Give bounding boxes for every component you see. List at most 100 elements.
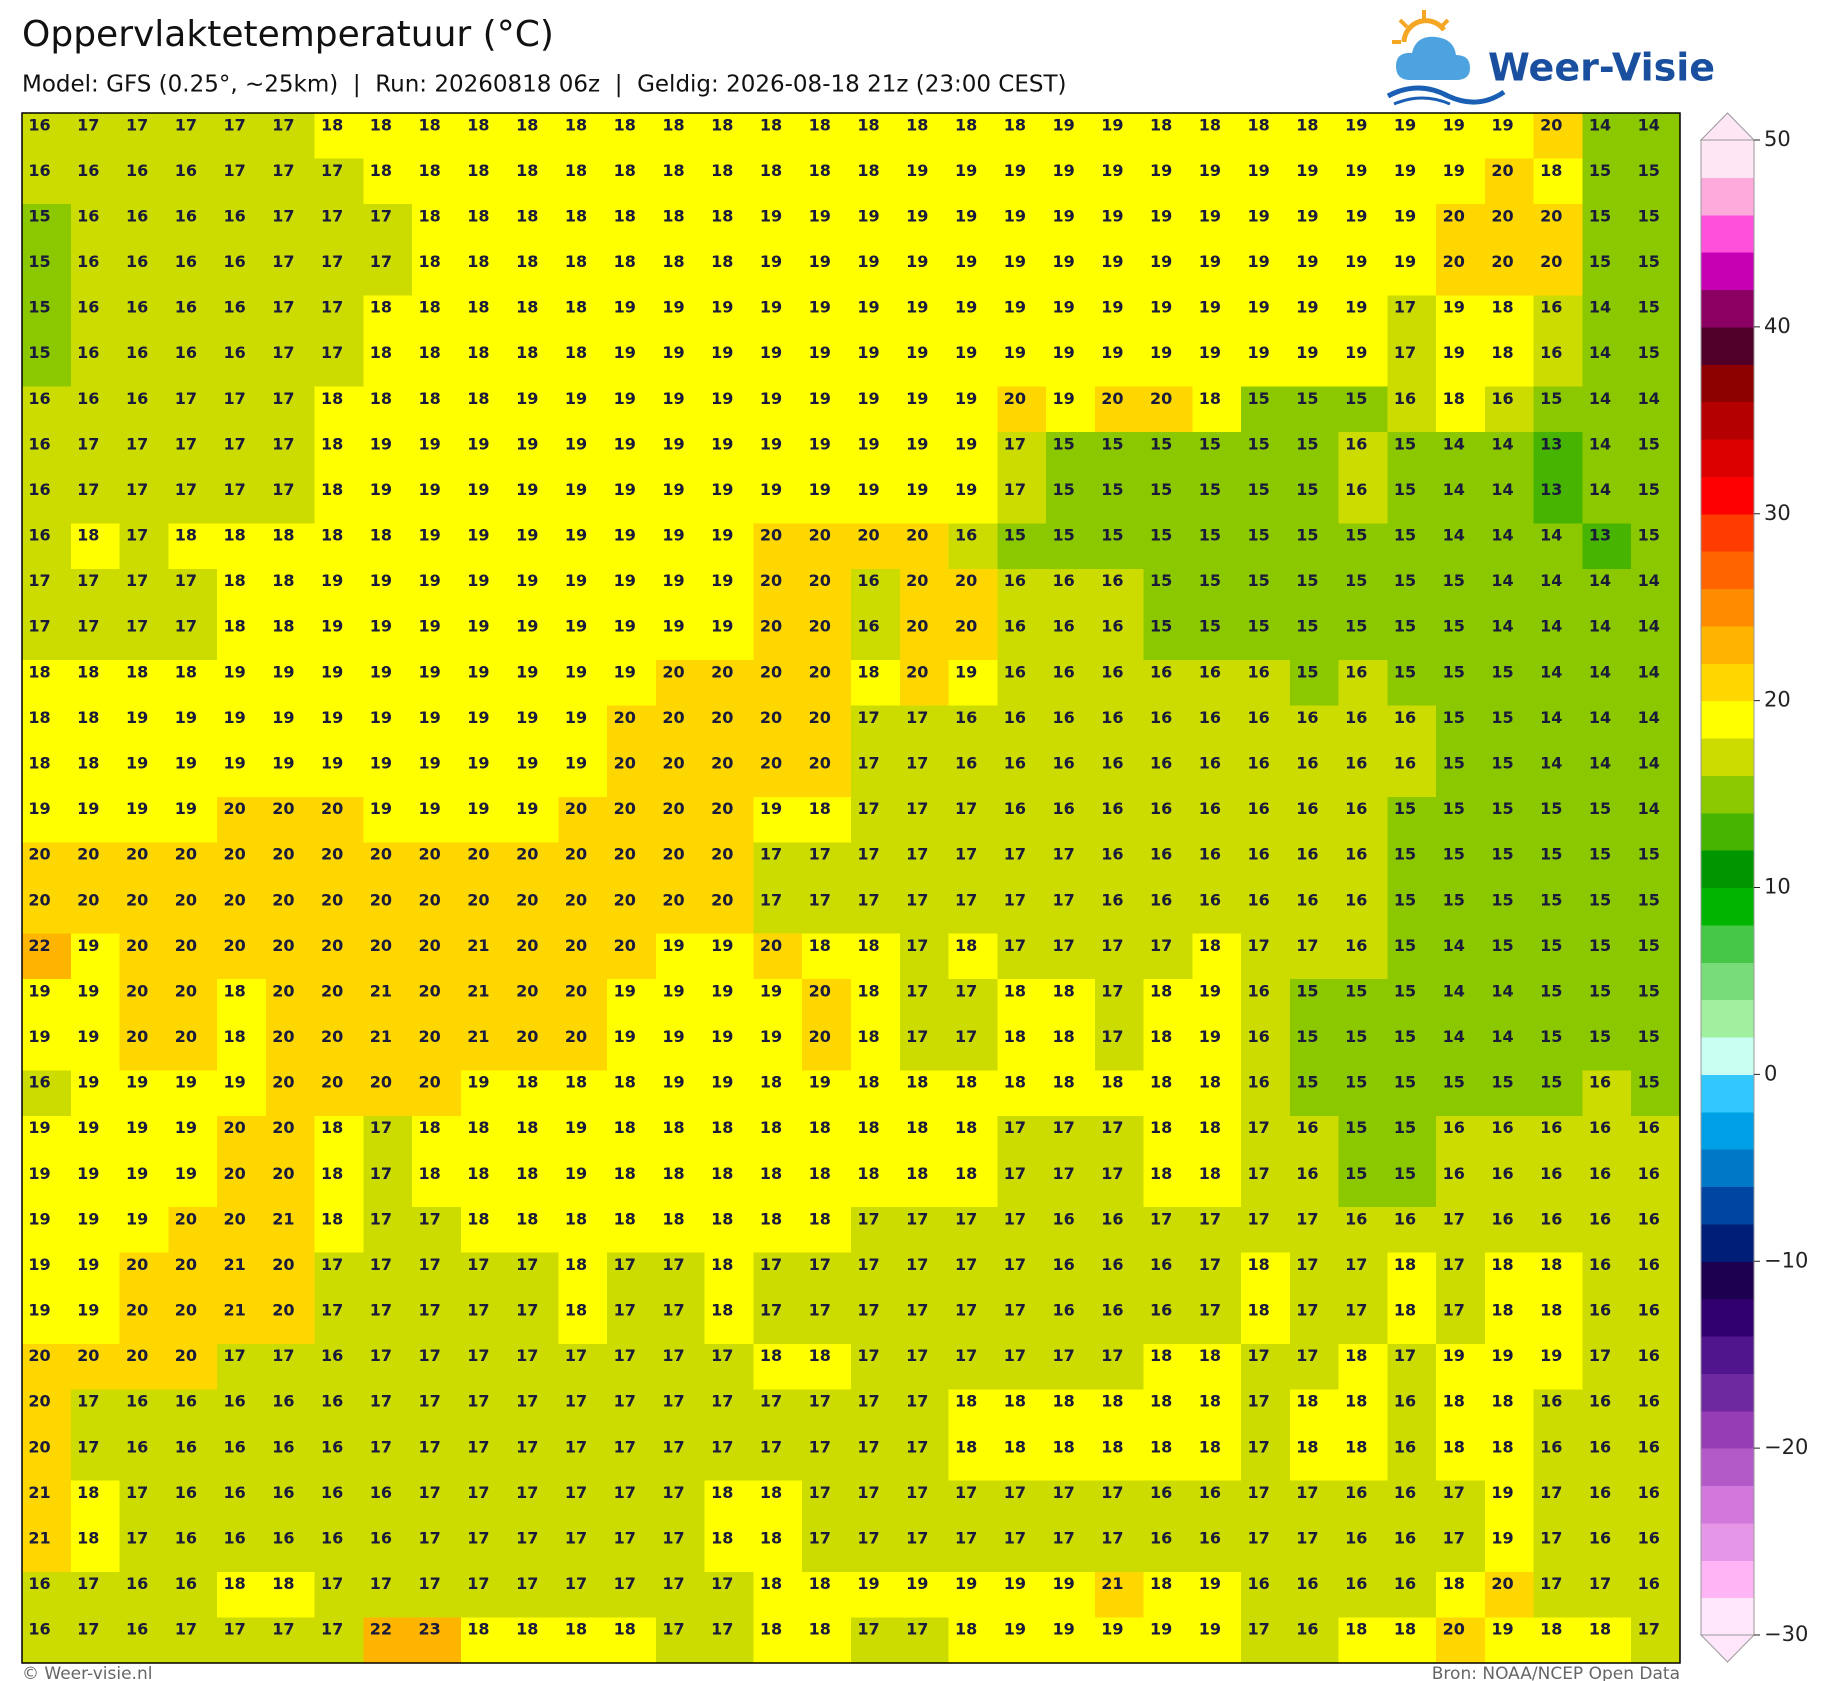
temperature-cell xyxy=(1387,523,1437,570)
temperature-label: 16 xyxy=(1540,1164,1562,1183)
temperature-label: 15 xyxy=(1052,480,1074,499)
temperature-label: 14 xyxy=(1443,526,1465,545)
temperature-cell xyxy=(1094,933,1145,980)
temperature-label: 16 xyxy=(28,1620,50,1639)
temperature-label: 15 xyxy=(1101,526,1123,545)
temperature-label: 20 xyxy=(272,1073,294,1092)
temperature-cell xyxy=(655,568,706,616)
temperature-label: 17 xyxy=(223,161,245,180)
temperature-label: 19 xyxy=(321,617,343,636)
temperature-cell xyxy=(948,432,998,479)
temperature-cell xyxy=(607,113,657,160)
temperature-label: 16 xyxy=(1638,1437,1660,1456)
temperature-label: 19 xyxy=(857,252,879,271)
colorbar-tick-label: 50 xyxy=(1764,127,1791,151)
colorbar-band xyxy=(1701,439,1754,477)
temperature-cell xyxy=(363,888,413,935)
temperature-label: 15 xyxy=(1589,1027,1611,1046)
temperature-label: 19 xyxy=(614,571,636,590)
temperature-label: 18 xyxy=(809,1574,831,1593)
temperature-label: 15 xyxy=(1491,890,1513,909)
temperature-cell xyxy=(1289,158,1340,205)
temperature-label: 18 xyxy=(1345,1620,1367,1639)
temperature-cell xyxy=(412,796,462,844)
temperature-cell xyxy=(1631,796,1681,844)
colorbar-band xyxy=(1701,850,1754,888)
temperature-label: 18 xyxy=(1589,1620,1611,1639)
temperature-label: 15 xyxy=(28,298,50,317)
temperature-label: 17 xyxy=(906,1392,928,1411)
temperature-cell xyxy=(22,660,72,707)
temperature-label: 18 xyxy=(565,161,587,180)
temperature-cell xyxy=(899,158,950,205)
temperature-label: 17 xyxy=(711,1392,733,1411)
temperature-cell xyxy=(1094,386,1145,433)
temperature-label: 21 xyxy=(467,936,489,955)
temperature-label: 17 xyxy=(126,434,148,453)
temperature-label: 14 xyxy=(1540,662,1562,681)
temperature-cell xyxy=(168,158,218,205)
temperature-label: 16 xyxy=(1199,662,1221,681)
temperature-cell xyxy=(1241,249,1291,296)
temperature-label: 19 xyxy=(1101,161,1123,180)
temperature-label: 16 xyxy=(1589,1164,1611,1183)
temperature-cell xyxy=(22,614,72,661)
temperature-label: 17 xyxy=(1150,936,1172,955)
temperature-cell xyxy=(217,523,267,570)
temperature-label: 19 xyxy=(77,1118,99,1137)
temperature-label: 18 xyxy=(857,662,879,681)
temperature-label: 16 xyxy=(1004,754,1026,773)
temperature-cell xyxy=(558,614,608,661)
temperature-label: 19 xyxy=(760,343,782,362)
temperature-cell xyxy=(314,158,364,205)
temperature-label: 20 xyxy=(516,981,538,1000)
temperature-label: 17 xyxy=(1004,845,1026,864)
temperature-label: 15 xyxy=(1345,981,1367,1000)
temperature-cell xyxy=(997,477,1047,524)
temperature-label: 14 xyxy=(1540,708,1562,727)
temperature-label: 19 xyxy=(1443,1346,1465,1365)
temperature-label: 19 xyxy=(1052,115,1074,134)
temperature-label: 16 xyxy=(1199,1483,1221,1502)
temperature-label: 19 xyxy=(955,252,977,271)
temperature-label: 18 xyxy=(467,298,489,317)
temperature-label: 17 xyxy=(370,1255,392,1274)
temperature-label: 18 xyxy=(321,526,343,545)
temperature-label: 17 xyxy=(955,1483,977,1502)
temperature-label: 16 xyxy=(1150,799,1172,818)
temperature-label: 18 xyxy=(516,252,538,271)
temperature-label: 17 xyxy=(1443,1209,1465,1228)
temperature-label: 15 xyxy=(1248,480,1270,499)
temperature-cell xyxy=(460,933,511,980)
temperature-label: 17 xyxy=(906,799,928,818)
temperature-cell xyxy=(217,796,267,844)
temperature-label: 15 xyxy=(1589,252,1611,271)
temperature-cell xyxy=(119,568,169,616)
temperature-label: 16 xyxy=(272,1529,294,1548)
temperature-label: 18 xyxy=(126,662,148,681)
temperature-cell xyxy=(899,751,950,798)
temperature-cell xyxy=(948,751,998,798)
temperature-label: 19 xyxy=(711,343,733,362)
temperature-label: 17 xyxy=(126,571,148,590)
temperature-label: 15 xyxy=(1638,981,1660,1000)
temperature-label: 20 xyxy=(1443,206,1465,225)
temperature-label: 15 xyxy=(1540,1073,1562,1092)
temperature-cell xyxy=(558,249,608,296)
temperature-label: 19 xyxy=(419,708,441,727)
temperature-label: 18 xyxy=(467,206,489,225)
temperature-cell xyxy=(509,523,560,570)
temperature-label: 20 xyxy=(614,936,636,955)
temperature-cell xyxy=(1387,113,1437,160)
temperature-label: 17 xyxy=(565,1437,587,1456)
temperature-label: 19 xyxy=(1296,298,1318,317)
temperature-cell xyxy=(1192,796,1242,844)
temperature-label: 17 xyxy=(175,480,197,499)
temperature-label: 20 xyxy=(662,662,684,681)
temperature-cell xyxy=(753,432,803,479)
temperature-cell xyxy=(1192,158,1242,205)
temperature-label: 19 xyxy=(370,662,392,681)
temperature-cell xyxy=(1094,158,1145,205)
temperature-label: 18 xyxy=(467,389,489,408)
temperature-cell xyxy=(753,705,803,752)
